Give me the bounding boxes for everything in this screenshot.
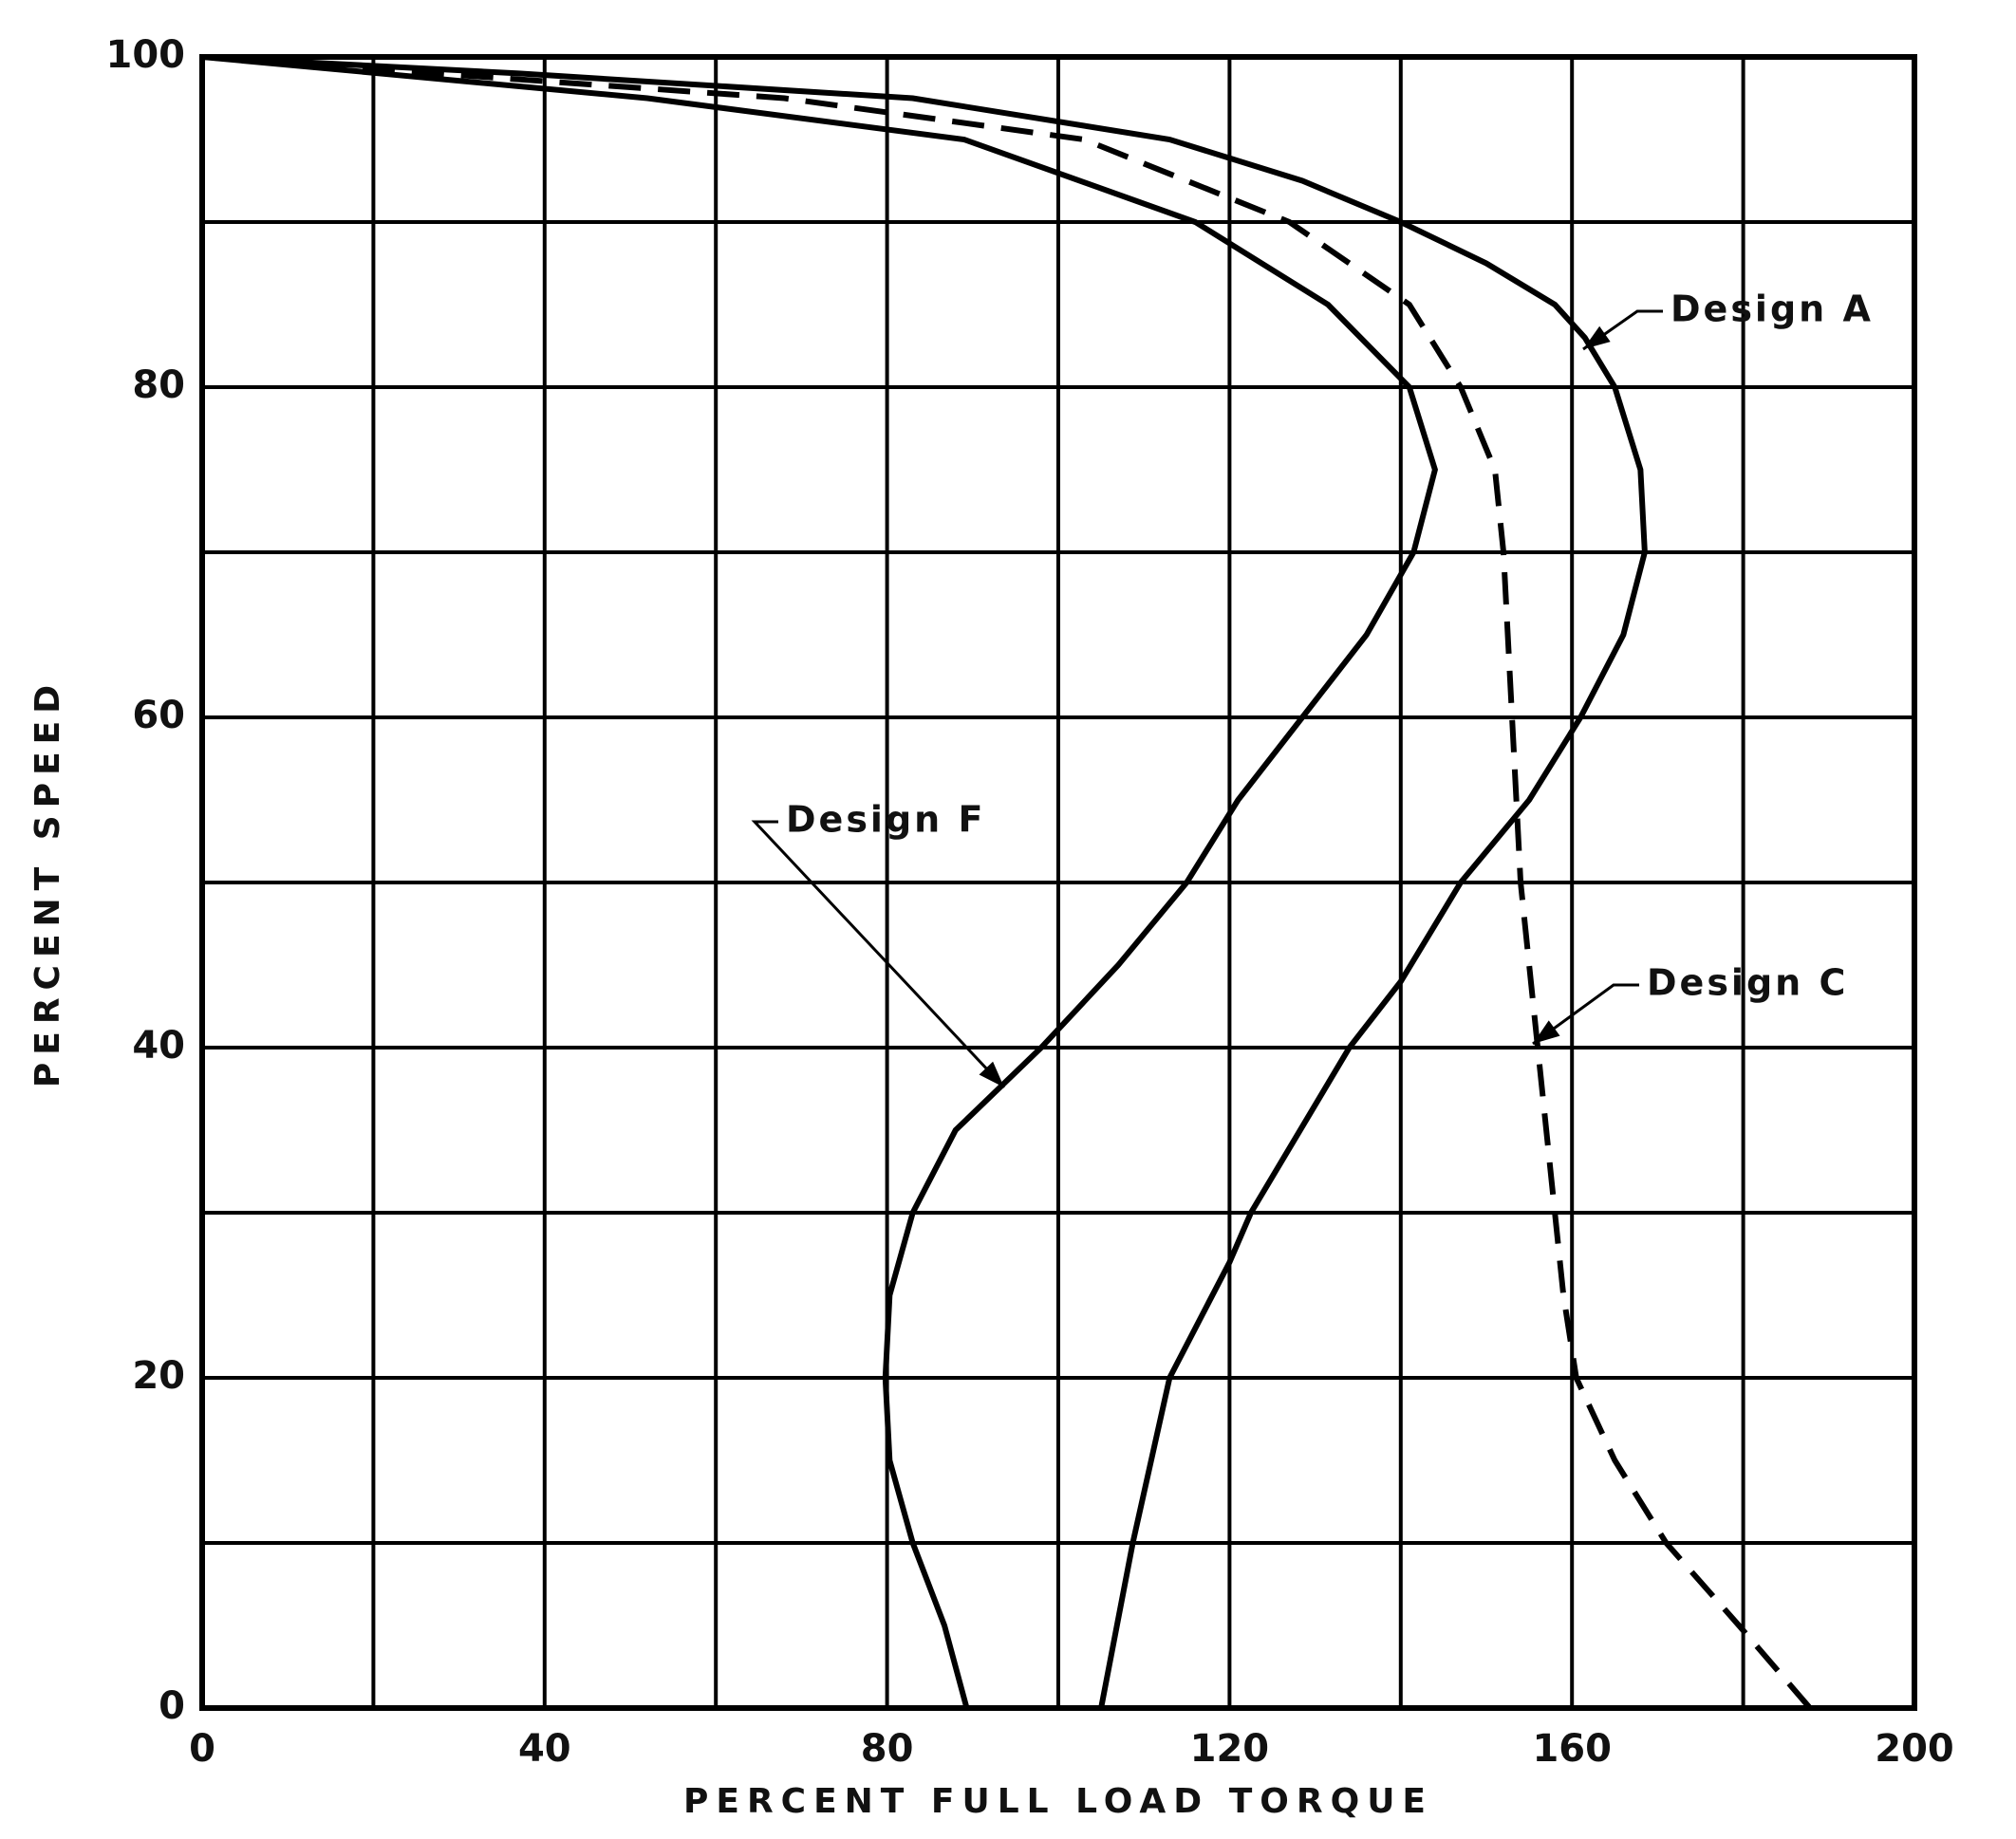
y-tick-label: 20 bbox=[132, 1354, 185, 1398]
y-axis-title: PERCENT SPEED bbox=[28, 678, 67, 1087]
plot-frame bbox=[199, 54, 1917, 1711]
x-tick-label: 200 bbox=[1875, 1727, 1954, 1771]
x-axis-title: PERCENT FULL LOAD TORQUE bbox=[683, 1782, 1433, 1821]
x-tick-label: 40 bbox=[518, 1727, 571, 1771]
x-tick-label: 80 bbox=[861, 1727, 914, 1771]
leader-line bbox=[751, 820, 1006, 1089]
x-tick-label: 0 bbox=[189, 1727, 215, 1771]
leader-line bbox=[1532, 983, 1639, 1046]
y-tick-label: 40 bbox=[132, 1024, 185, 1068]
curve bbox=[201, 54, 1813, 1710]
arrow-head bbox=[979, 1061, 1004, 1087]
legend-label: Design F bbox=[786, 799, 985, 841]
curve bbox=[201, 54, 1438, 1709]
curve bbox=[201, 54, 1648, 1709]
x-tick-label: 120 bbox=[1190, 1727, 1270, 1771]
legend-label: Design C bbox=[1647, 962, 1848, 1004]
y-tick-label: 100 bbox=[106, 33, 186, 77]
arrow-head bbox=[1533, 1020, 1560, 1044]
y-tick-label: 60 bbox=[132, 694, 185, 737]
y-tick-label: 80 bbox=[132, 363, 185, 407]
x-tick-label: 160 bbox=[1532, 1727, 1612, 1771]
arrow-head bbox=[1583, 325, 1611, 349]
legend-label: Design A bbox=[1671, 288, 1874, 330]
y-tick-label: 0 bbox=[159, 1684, 185, 1728]
